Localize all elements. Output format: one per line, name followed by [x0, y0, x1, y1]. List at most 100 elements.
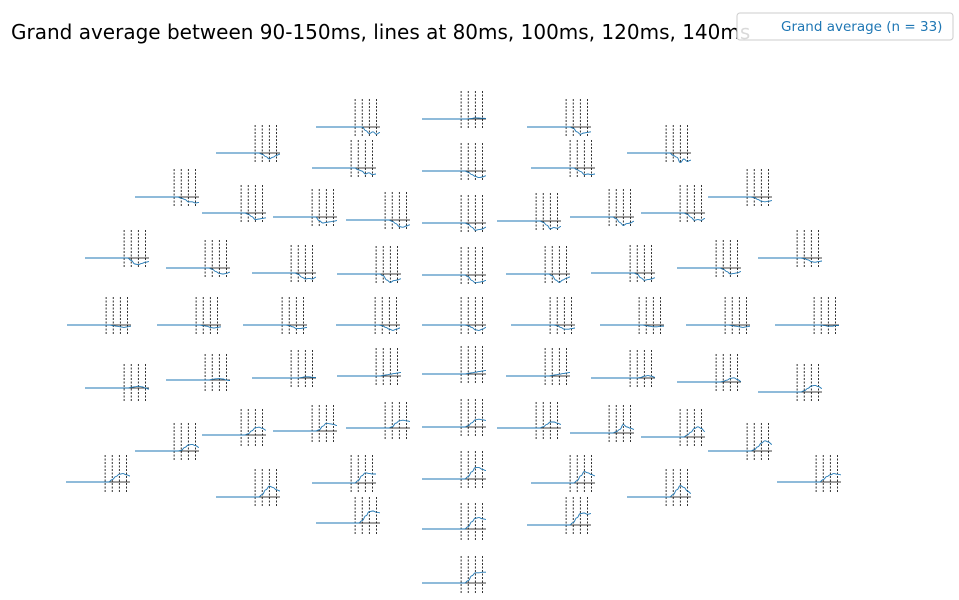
waveform-ch22 [422, 275, 486, 283]
channel-panel-ch22 [422, 247, 486, 285]
waveform-ch60 [777, 474, 841, 482]
channel-panel-ch15 [570, 189, 634, 227]
waveform-ch43 [677, 378, 741, 382]
channel-panel-ch28 [157, 297, 221, 335]
channel-panel-ch04 [216, 125, 280, 163]
waveform-ch26 [758, 258, 822, 262]
waveform-ch30 [336, 325, 400, 330]
waveform-ch15 [570, 217, 634, 225]
waveform-ch52 [641, 427, 705, 437]
channel-panel-ch12 [346, 192, 410, 230]
channel-panel-ch03 [527, 99, 591, 137]
waveform-ch58 [531, 472, 595, 483]
waveform-ch50 [497, 422, 561, 428]
channel-panel-ch50 [497, 402, 561, 440]
waveform-ch18 [85, 258, 149, 265]
waveform-ch55 [216, 486, 280, 497]
channel-panel-ch18 [85, 230, 149, 268]
channel-panel-ch62 [527, 497, 591, 535]
channel-panel-ch32 [511, 297, 575, 335]
waveform-ch20 [252, 273, 316, 279]
waveform-ch24 [591, 273, 655, 280]
waveform-ch23 [506, 274, 570, 282]
channel-panel-ch37 [166, 354, 230, 392]
waveform-ch44 [758, 385, 822, 392]
waveform-ch47 [273, 423, 337, 431]
channel-panel-ch64 [422, 556, 486, 594]
waveform-ch05 [627, 153, 691, 163]
channel-panel-ch61 [316, 497, 380, 535]
waveform-ch04 [216, 153, 280, 159]
waveform-ch02 [316, 127, 380, 134]
channel-panel-ch60 [777, 455, 841, 493]
channel-panel-ch57 [422, 451, 486, 489]
waveform-ch40 [422, 370, 486, 374]
chart-title: Grand average between 90-150ms, lines at… [11, 20, 750, 44]
waveform-ch03 [527, 127, 591, 134]
waveform-ch54 [66, 474, 130, 482]
waveform-ch63 [422, 518, 486, 529]
waveform-ch41 [506, 372, 570, 376]
channel-panel-ch42 [591, 350, 655, 388]
waveform-ch48 [346, 420, 410, 428]
legend-entry: Grand average (n = 33) [781, 19, 942, 35]
channel-panel-ch16 [641, 185, 705, 223]
channel-panel-ch31 [422, 297, 486, 335]
channel-panel-ch21 [337, 246, 401, 284]
waveform-ch49 [422, 419, 486, 427]
waveform-ch59 [627, 486, 691, 497]
channel-panel-ch52 [641, 409, 705, 447]
channel-panel-ch51 [570, 405, 634, 443]
channel-panel-ch23 [506, 246, 570, 284]
channel-panel-ch47 [273, 405, 337, 443]
channel-panel-ch45 [135, 423, 199, 461]
waveform-ch14 [497, 221, 561, 229]
legend: Grand average (n = 33) [737, 13, 953, 40]
channel-panel-ch14 [497, 193, 561, 231]
channel-panel-ch20 [252, 245, 316, 283]
waveform-ch21 [337, 274, 401, 282]
waveform-ch10 [202, 213, 266, 220]
channel-panel-ch38 [252, 350, 316, 388]
waveform-ch62 [527, 513, 591, 525]
waveform-ch25 [677, 268, 741, 274]
waveform-ch53 [708, 441, 772, 451]
channel-panel-ch44 [758, 364, 822, 402]
channel-panel-ch36 [85, 364, 149, 402]
channel-panel-ch01 [422, 91, 486, 129]
channel-panel-ch56 [312, 455, 376, 493]
channel-panel-ch02 [316, 99, 380, 137]
waveform-ch17 [708, 197, 772, 202]
channel-panel-ch48 [346, 402, 410, 440]
waveform-ch32 [511, 325, 575, 329]
waveform-ch16 [641, 213, 705, 220]
channel-panel-ch53 [708, 423, 772, 461]
channel-panel-ch59 [627, 469, 691, 507]
channel-panel-ch49 [422, 399, 486, 437]
channel-panel-ch54 [66, 455, 130, 493]
waveform-ch29 [243, 325, 307, 329]
waveform-ch07 [422, 171, 486, 178]
channel-panel-ch06 [312, 140, 376, 178]
waveform-ch57 [422, 468, 486, 479]
channel-panel-ch11 [273, 189, 337, 227]
channel-panel-ch26 [758, 230, 822, 268]
channel-panel-ch33 [600, 297, 664, 335]
channel-panel-ch55 [216, 469, 280, 507]
channel-panel-ch58 [531, 455, 595, 493]
channel-panel-ch19 [166, 240, 230, 278]
waveform-ch09 [135, 197, 199, 203]
waveform-ch19 [166, 268, 230, 274]
channel-panel-ch46 [202, 409, 266, 447]
channel-panel-ch30 [336, 297, 400, 335]
waveform-ch13 [422, 223, 486, 230]
channel-panel-ch13 [422, 195, 486, 233]
channel-panel-ch29 [243, 297, 307, 335]
waveform-ch06 [312, 168, 376, 175]
waveform-ch45 [135, 444, 199, 451]
waveform-ch31 [422, 325, 486, 330]
channel-panel-ch39 [337, 348, 401, 386]
channel-panel-ch24 [591, 245, 655, 283]
channel-panels [66, 91, 841, 594]
